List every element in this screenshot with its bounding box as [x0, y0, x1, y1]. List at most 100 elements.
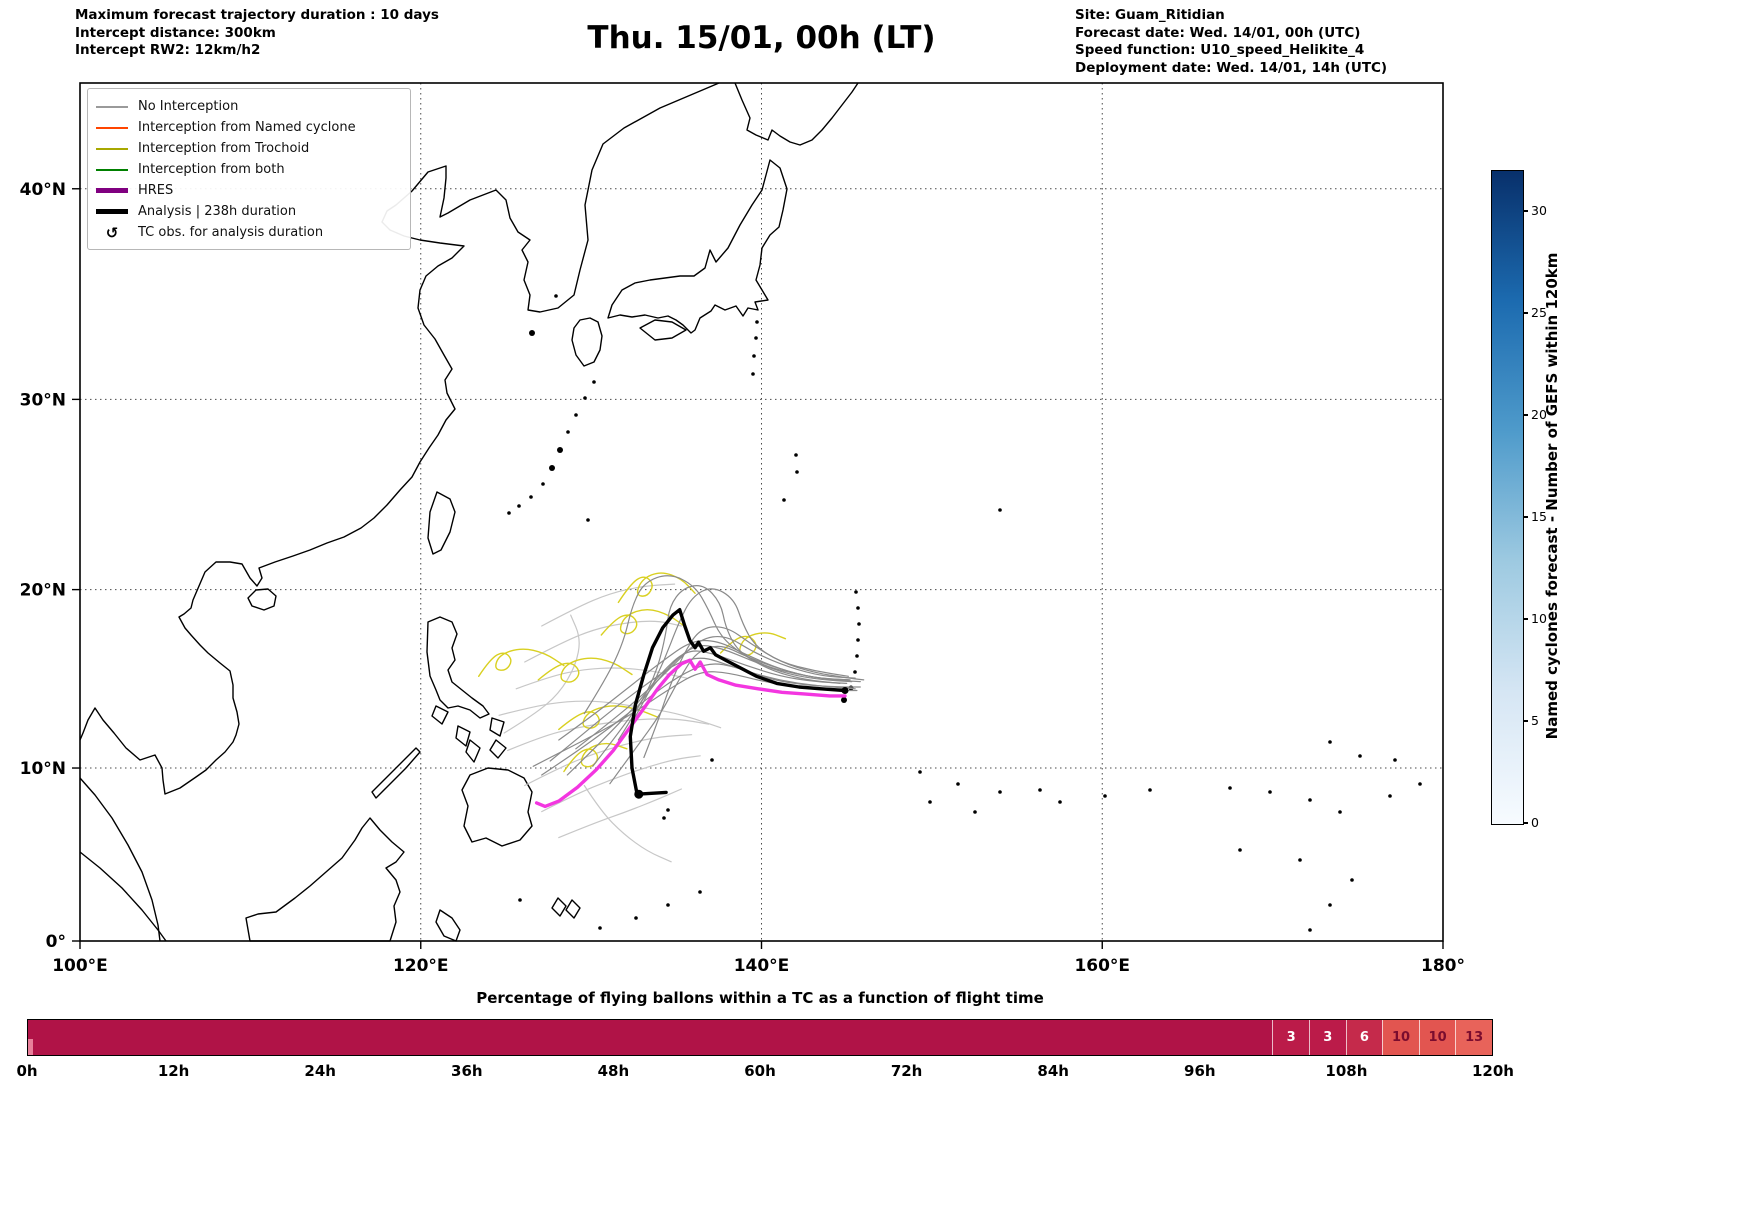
island-dot — [1338, 810, 1342, 814]
island-dot — [592, 380, 596, 384]
trajectory-gefs-no-interception — [643, 626, 865, 759]
colorbar-tick-mark — [1523, 618, 1528, 620]
trajectory-hres — [534, 658, 847, 809]
coastline-palawan — [371, 747, 421, 799]
bar-segment: 10 — [1418, 1020, 1456, 1055]
bottom-axis-tick-label: 60h — [744, 1062, 776, 1080]
island-dot — [998, 508, 1002, 512]
island-dot — [1298, 858, 1302, 862]
map-legend: No Interception Interception from Named c… — [87, 88, 411, 250]
legend-line-sample — [96, 126, 128, 129]
page-title: Thu. 15/01, 00h (LT) — [587, 20, 936, 56]
colorbar-tick-label: 10 — [1531, 610, 1547, 626]
info-line-forecast-date: Forecast date: Wed. 14/01, 00h (UTC) — [1075, 24, 1361, 41]
island-dot — [855, 654, 859, 658]
bottom-axis-tick-label: 24h — [304, 1062, 336, 1080]
bar-segment: 3 — [1272, 1020, 1309, 1055]
island-dot — [841, 697, 847, 703]
bottom-axis-tick-label: 48h — [597, 1062, 630, 1080]
trajectory-gefs-no-interception — [549, 657, 856, 762]
coastline-moluccas-2 — [565, 899, 581, 919]
legend-item: No Interception — [96, 96, 400, 117]
island-dot — [518, 898, 522, 902]
y-tick-label: 40°N — [20, 180, 66, 200]
info-line-speed-function: Speed function: U10_speed_Helikite_4 — [1075, 42, 1365, 58]
colorbar-tick-label: 30 — [1531, 202, 1547, 218]
trajectory-analysis-marker — [841, 687, 849, 694]
island-dot — [973, 810, 977, 814]
coastlines — [79, 82, 859, 942]
island-dot — [754, 336, 758, 340]
bottom-axis-tick-label: 84h — [1037, 1062, 1069, 1080]
island-dot — [554, 294, 558, 298]
island-dot — [557, 447, 563, 453]
island-dot — [507, 511, 511, 515]
info-line-deployment-date: Deployment date: Wed. 14/01, 14h (UTC) — [1075, 59, 1388, 76]
coastline-visayas-3 — [455, 725, 471, 747]
trajectory-trochoid — [537, 657, 633, 683]
coastline-malay-peninsula — [79, 777, 161, 942]
coastline-hainan — [247, 588, 277, 611]
trajectory-gefs-no-interception — [541, 663, 861, 776]
coastline-visayas-4 — [465, 739, 481, 763]
legend-item-label: Interception from both — [138, 162, 285, 177]
bottom-axis-tick-label: 36h — [451, 1062, 483, 1080]
island-dot — [1148, 788, 1152, 792]
island-dot — [856, 638, 860, 642]
info-line-intercept-distance: Intercept distance: 300km — [75, 24, 276, 41]
bar-segment: 6 — [1345, 1020, 1383, 1055]
coastline-sulawesi — [435, 909, 461, 942]
coastline-moluccas-1 — [551, 897, 567, 917]
x-tick-label: 160°E — [1074, 956, 1130, 976]
coastline-asia-mainland — [79, 82, 720, 795]
island-dot — [529, 330, 535, 336]
island-dot — [666, 808, 670, 812]
trajectory-gefs-light — [541, 755, 701, 813]
legend-item-label: TC obs. for analysis duration — [138, 225, 324, 240]
coastline-honshu — [607, 159, 788, 334]
flight-time-bar: 3 3 6 10 10 13 — [27, 1019, 1493, 1056]
x-tick-label: 100°E — [52, 956, 108, 976]
trajectory-gefs-no-interception — [617, 585, 861, 741]
island-dot — [998, 790, 1002, 794]
bar-segment: 3 — [1309, 1020, 1346, 1055]
island-dot — [751, 372, 755, 376]
island-dot — [662, 816, 666, 820]
island-dot — [1228, 786, 1232, 790]
coastline-hokkaido — [734, 82, 859, 146]
bottom-axis-tick-label: 0h — [16, 1062, 38, 1080]
island-dot — [529, 495, 533, 499]
island-dot — [586, 518, 590, 522]
bottom-axis-tick-label: 12h — [157, 1062, 190, 1080]
trajectory-gefs-light — [507, 718, 710, 752]
run-parameters: Maximum forecast trajectory duration : 1… — [75, 7, 439, 60]
island-dot — [794, 453, 798, 457]
legend-item: Interception from both — [96, 159, 400, 180]
y-tick-label: 30°N — [20, 390, 66, 410]
legend-item: Analysis | 238h duration — [96, 201, 400, 222]
island-dot — [956, 782, 960, 786]
info-line-site: Site: Guam_Ritidian — [1075, 7, 1225, 23]
coastline-kyushu — [571, 317, 603, 367]
island-dot — [598, 926, 602, 930]
trajectory-gefs-light — [541, 583, 676, 627]
legend-line-sample — [96, 168, 128, 171]
legend-item-label: HRES — [138, 183, 174, 198]
colorbar — [1491, 170, 1524, 825]
legend-item: HRES — [96, 180, 400, 201]
island-dot — [1328, 903, 1332, 907]
colorbar-tick-mark — [1523, 414, 1528, 416]
legend-item-label: Analysis | 238h duration — [138, 204, 297, 219]
colorbar-label: Named cyclones forecast - Number of GEFS… — [1543, 252, 1561, 740]
legend-line-sample — [96, 147, 128, 150]
colorbar-tick-label: 25 — [1531, 304, 1547, 320]
colorbar-tick-mark — [1523, 210, 1528, 212]
legend-item-label: Interception from Named cyclone — [138, 120, 356, 135]
island-dot — [782, 498, 786, 502]
trajectory-gefs-light — [498, 700, 722, 729]
trajectory-trochoid — [617, 572, 696, 604]
bottom-axis-tick-label: 72h — [890, 1062, 923, 1080]
trajectory-gefs-no-interception — [583, 575, 841, 715]
trajectory-gefs-no-interception — [575, 635, 856, 750]
